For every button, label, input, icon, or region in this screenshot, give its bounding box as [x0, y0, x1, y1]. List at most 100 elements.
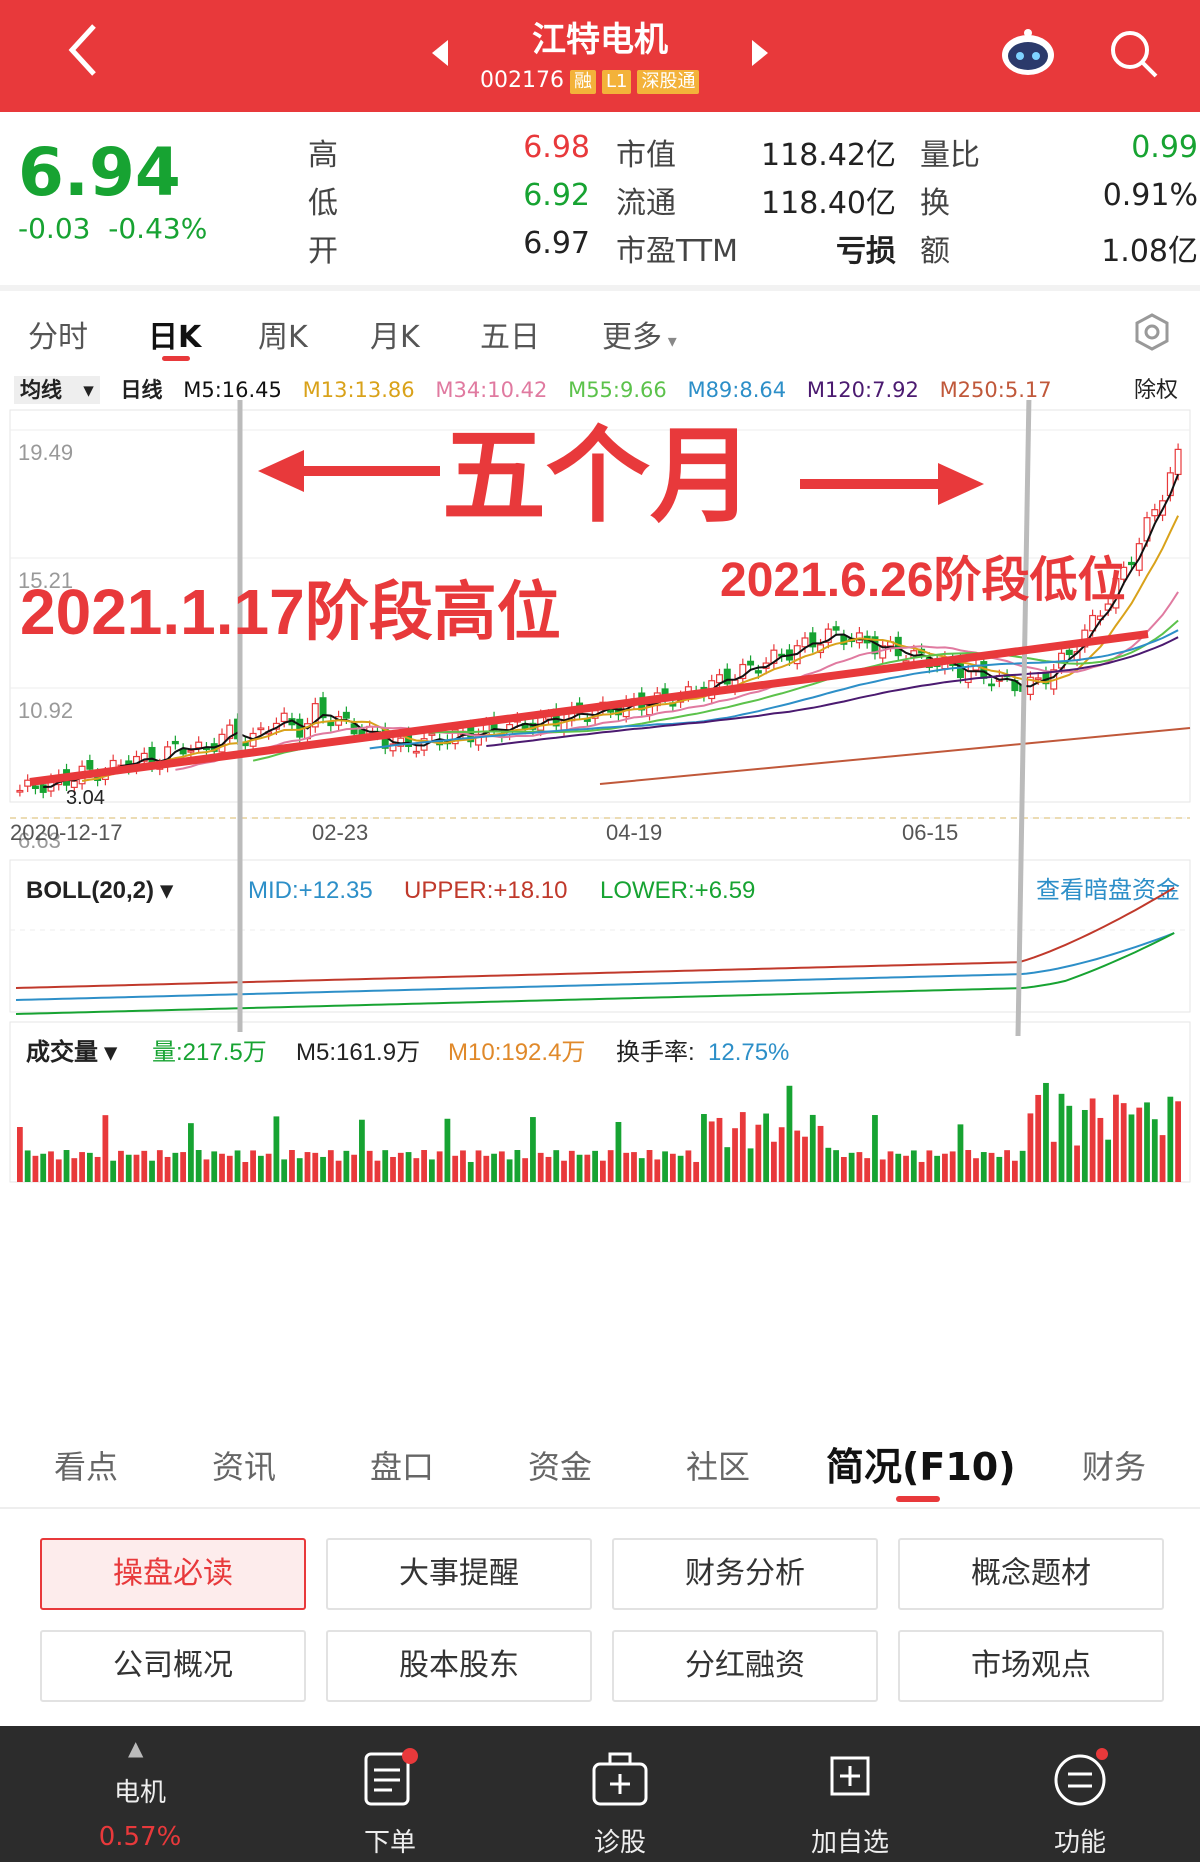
tab-f10[interactable]: 简况(F10)	[826, 1445, 1016, 1489]
tab-five-day[interactable]: 五日	[480, 320, 540, 355]
volume-bar	[1128, 1114, 1135, 1182]
axis-labels: 19.4915.2110.926.6318.8018.802020-12-170…	[10, 440, 958, 853]
candle-body	[428, 733, 436, 736]
stock-name: 江特电机	[532, 20, 668, 60]
btn-market-views[interactable]: 市场观点	[898, 1630, 1164, 1702]
volume-bar	[79, 1152, 85, 1182]
volume-bar	[1175, 1101, 1181, 1182]
label-amount: 额	[920, 234, 950, 269]
volume-bar	[1097, 1117, 1104, 1182]
volume-bar	[600, 1160, 606, 1182]
tab-monthly-k[interactable]: 月K	[370, 320, 420, 355]
btn-trading-guide[interactable]: 操盘必读	[40, 1538, 306, 1610]
volume-bar	[724, 1147, 731, 1182]
volume-bar	[584, 1154, 591, 1182]
btn-dividends[interactable]: 分红融资	[612, 1630, 878, 1702]
kline-chart[interactable]: 19.4915.2110.926.6318.8018.802020-12-170…	[0, 400, 1200, 1400]
label-vol-ratio: 量比	[920, 138, 980, 173]
nav-diagnose[interactable]: 诊股	[550, 1726, 690, 1862]
tab-funds[interactable]: 资金	[528, 1448, 593, 1486]
volume-bar	[1050, 1141, 1057, 1182]
tab-financials[interactable]: 财务	[1082, 1448, 1147, 1486]
volume-bar	[1120, 1103, 1127, 1182]
volume-bar	[374, 1160, 381, 1182]
candle-body	[195, 741, 203, 749]
volume-bar	[840, 1156, 847, 1182]
volume-bar	[421, 1150, 427, 1182]
boll-upper-line	[15, 886, 1175, 989]
volume-bar	[226, 1155, 233, 1182]
btn-events[interactable]: 大事提醒	[326, 1538, 592, 1610]
volume-bar	[701, 1114, 707, 1182]
search-icon[interactable]	[1108, 28, 1160, 80]
value-low: 6.92	[523, 178, 590, 213]
volume-bar	[366, 1150, 373, 1182]
divider	[0, 285, 1200, 291]
candle-body	[16, 789, 24, 793]
btn-financial-analysis[interactable]: 财务分析	[612, 1538, 878, 1610]
volume-bar	[164, 1156, 171, 1182]
volume-bar	[110, 1160, 117, 1182]
boll-panel: BOLL(20,2) ▾ MID:+12.35 UPPER:+18.10 LOWER:…	[9, 859, 1191, 1015]
tab-intraday[interactable]: 分时	[28, 320, 88, 355]
volume-bar	[1011, 1160, 1018, 1182]
settings-hexagon-icon[interactable]	[1132, 312, 1172, 352]
ma-mode-dropdown[interactable]: 均线 ▾	[14, 376, 100, 404]
tab-highlights[interactable]: 看点	[54, 1448, 119, 1486]
volume-bar	[188, 1123, 194, 1182]
robot-assistant-icon[interactable]	[998, 28, 1058, 78]
volume-bar	[343, 1150, 350, 1182]
volume-bar	[739, 1112, 746, 1182]
volume-bar	[763, 1113, 770, 1182]
volume-bar	[879, 1159, 886, 1182]
boll-lower: LOWER:+6.59	[600, 877, 755, 904]
prev-stock-icon[interactable]	[428, 38, 452, 68]
volume-bar	[802, 1136, 808, 1182]
adjust-label[interactable]: 除权	[1134, 378, 1179, 403]
nav-add-watchlist[interactable]: 加自选	[780, 1726, 920, 1862]
tab-community[interactable]: 社区	[686, 1448, 751, 1486]
ma-mode-label: 均线	[20, 378, 62, 402]
nav-sector[interactable]: ▲ 电机 0.57%	[70, 1726, 210, 1862]
back-arrow-icon[interactable]	[52, 18, 116, 82]
nav-functions[interactable]: 功能	[1010, 1726, 1150, 1862]
candle-body	[809, 632, 817, 648]
volume-bar	[1074, 1145, 1080, 1182]
volume-bar	[444, 1118, 451, 1182]
nav-add-watchlist-label: 加自选	[810, 1828, 889, 1858]
add-square-icon	[830, 1756, 870, 1796]
volume-bar	[133, 1154, 140, 1182]
candle-body	[1174, 448, 1182, 476]
label-turnover: 换	[920, 186, 950, 221]
volume-bar	[460, 1150, 466, 1182]
nav-order[interactable]: 下单	[320, 1726, 460, 1862]
candle-body	[1034, 677, 1042, 681]
volume-bar	[234, 1150, 241, 1182]
tab-news[interactable]: 资讯	[212, 1448, 277, 1486]
price-grid	[9, 409, 1191, 819]
volume-bar	[1019, 1150, 1026, 1182]
tab-weekly-k[interactable]: 周K	[258, 320, 308, 355]
candle-body	[475, 733, 483, 746]
menu-circle-icon	[1054, 1748, 1108, 1806]
candle-body	[715, 674, 723, 684]
volume-bar	[242, 1161, 249, 1182]
tab-daily-k[interactable]: 日K	[148, 320, 202, 355]
btn-concepts[interactable]: 概念题材	[898, 1538, 1164, 1610]
volume-bar	[910, 1150, 917, 1182]
volume-bar	[677, 1155, 684, 1182]
volume-bar	[895, 1153, 902, 1182]
tab-more[interactable]: 更多 ▾	[602, 312, 677, 356]
btn-shareholders[interactable]: 股本股东	[326, 1630, 592, 1702]
btn-company-profile[interactable]: 公司概况	[40, 1630, 306, 1702]
volume-bar	[1027, 1113, 1034, 1182]
tab-orderbook[interactable]: 盘口	[370, 1448, 435, 1486]
ma-m120: M120:7.92	[806, 378, 919, 402]
volume-bar	[102, 1115, 109, 1182]
value-float: 118.40亿	[761, 186, 896, 221]
ma-m34: M34:10.42	[435, 378, 548, 402]
volume-bar	[94, 1156, 101, 1182]
next-stock-icon[interactable]	[748, 38, 772, 68]
candle-body	[824, 628, 832, 643]
volume-bar	[592, 1150, 598, 1182]
